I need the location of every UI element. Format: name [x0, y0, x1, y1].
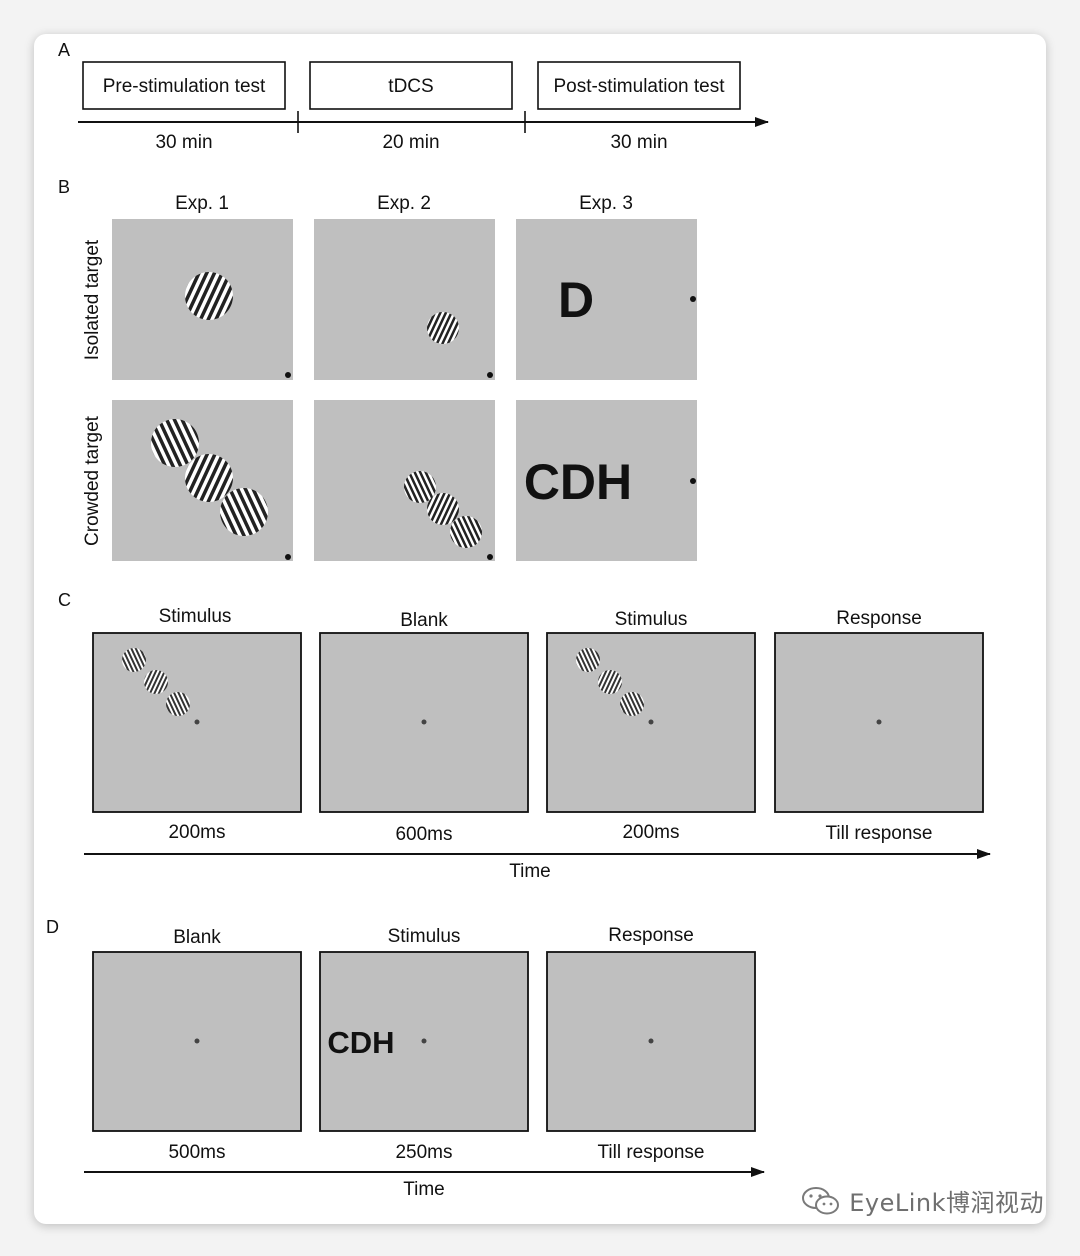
duration-c-1: 200ms — [168, 822, 225, 843]
frame-c-label-2: Blank — [400, 610, 448, 631]
frame-c-1 — [92, 632, 302, 813]
stim-exp1-isolated — [112, 219, 293, 380]
fixation-dot — [421, 719, 427, 725]
stim-exp3-isolated-background — [516, 219, 697, 380]
column-label-exp2: Exp. 2 — [377, 193, 431, 214]
stim-exp3-crowded-background — [516, 400, 697, 561]
phase-box-pre: Pre-stimulation test — [82, 61, 286, 110]
frame-d-3 — [546, 951, 756, 1132]
fixation-dot — [487, 554, 493, 560]
phase-label-post: Post-stimulation test — [553, 76, 725, 97]
fixation-dot — [648, 1038, 654, 1044]
frame-c-label-4: Response — [836, 608, 922, 629]
duration-c-2: 600ms — [395, 824, 452, 845]
grating-flanker — [122, 648, 146, 672]
grating-flanker — [220, 488, 268, 536]
grating-flanker — [404, 471, 436, 503]
duration-c-4: Till response — [825, 823, 932, 844]
panel-d: D Blank Stimulus Response CDH 500ms 250m… — [46, 917, 765, 1200]
frame-d-2: CDH — [319, 951, 529, 1132]
wechat-icon — [802, 1186, 840, 1214]
fixation-dot — [194, 719, 200, 725]
timeline-d-label: Time — [403, 1179, 445, 1200]
grating-target — [185, 272, 233, 320]
duration-d-1: 500ms — [168, 1142, 225, 1163]
grating-target — [427, 312, 459, 344]
letter-target: D — [558, 272, 594, 328]
grating-target — [144, 670, 168, 694]
grating-target — [427, 493, 459, 525]
duration-d-2: 250ms — [395, 1142, 452, 1163]
duration-d-3: Till response — [597, 1142, 704, 1163]
fixation-dot — [876, 719, 882, 725]
frame-c-4 — [774, 632, 984, 813]
grating-target — [185, 454, 233, 502]
panel-b-letter: B — [58, 177, 70, 197]
row-label-isolated: Isolated target — [82, 239, 103, 360]
fixation-dot — [194, 1038, 200, 1044]
frame-d-1 — [92, 951, 302, 1132]
phase-box-pre-frame — [82, 61, 286, 110]
duration-c-3: 200ms — [622, 822, 679, 843]
phase-label-pre: Pre-stimulation test — [103, 76, 266, 97]
watermark: EyeLink博润视动 — [801, 1183, 1044, 1218]
watermark-text: EyeLink博润视动 — [849, 1189, 1044, 1217]
panel-a: A Pre-stimulation test tDCS Post-stimula… — [58, 40, 769, 153]
panel-d-letter: D — [46, 917, 59, 937]
phase-box-tdcs-frame — [309, 61, 513, 110]
column-label-exp3: Exp. 3 — [579, 193, 633, 214]
fixation-dot — [421, 1038, 427, 1044]
panel-c: C Stimulus Blank Stimulus Response 200m — [58, 590, 991, 882]
phase-box-tdcs: tDCS — [309, 61, 513, 110]
duration-post: 30 min — [610, 132, 667, 153]
fixation-dot — [690, 478, 696, 484]
stim-exp3-crowded: CDH — [516, 400, 697, 561]
grating-flanker — [450, 516, 482, 548]
phase-box-post: Post-stimulation test — [537, 61, 741, 110]
panel-b: B Exp. 1 Exp. 2 Exp. 3 Isolated target C… — [58, 177, 697, 561]
row-label-crowded: Crowded target — [82, 415, 103, 546]
stim-exp2-crowded — [314, 400, 495, 561]
duration-tdcs: 20 min — [382, 132, 439, 153]
frame-d-label-2: Stimulus — [388, 926, 461, 947]
stim-exp3-isolated: D — [516, 219, 697, 380]
letter-string: CDH — [327, 1025, 394, 1060]
fixation-dot — [285, 372, 291, 378]
panel-a-letter: A — [58, 40, 70, 60]
stim-exp1-crowded — [112, 400, 293, 561]
fixation-dot — [690, 296, 696, 302]
frame-c-2 — [319, 632, 529, 813]
fixation-dot — [648, 719, 654, 725]
duration-pre: 30 min — [155, 132, 212, 153]
stim-exp2-isolated-background — [314, 219, 495, 380]
frame-d-label-3: Response — [608, 925, 694, 946]
column-label-exp1: Exp. 1 — [175, 193, 229, 214]
grating-target — [598, 670, 622, 694]
phase-label-tdcs: tDCS — [388, 76, 433, 97]
grating-flanker — [166, 692, 190, 716]
frame-c-3 — [546, 632, 756, 813]
grating-flanker — [151, 419, 199, 467]
fixation-dot — [285, 554, 291, 560]
grating-flanker — [576, 648, 600, 672]
phase-box-post-frame — [537, 61, 741, 110]
fixation-dot — [487, 372, 493, 378]
stim-exp2-isolated — [314, 219, 495, 380]
grating-flanker — [620, 692, 644, 716]
frame-c-label-3: Stimulus — [615, 609, 688, 630]
timeline-c-label: Time — [509, 861, 551, 882]
frame-c-label-1: Stimulus — [159, 606, 232, 627]
frame-d-label-1: Blank — [173, 927, 221, 948]
panel-c-letter: C — [58, 590, 71, 610]
letter-string: CDH — [524, 454, 632, 510]
